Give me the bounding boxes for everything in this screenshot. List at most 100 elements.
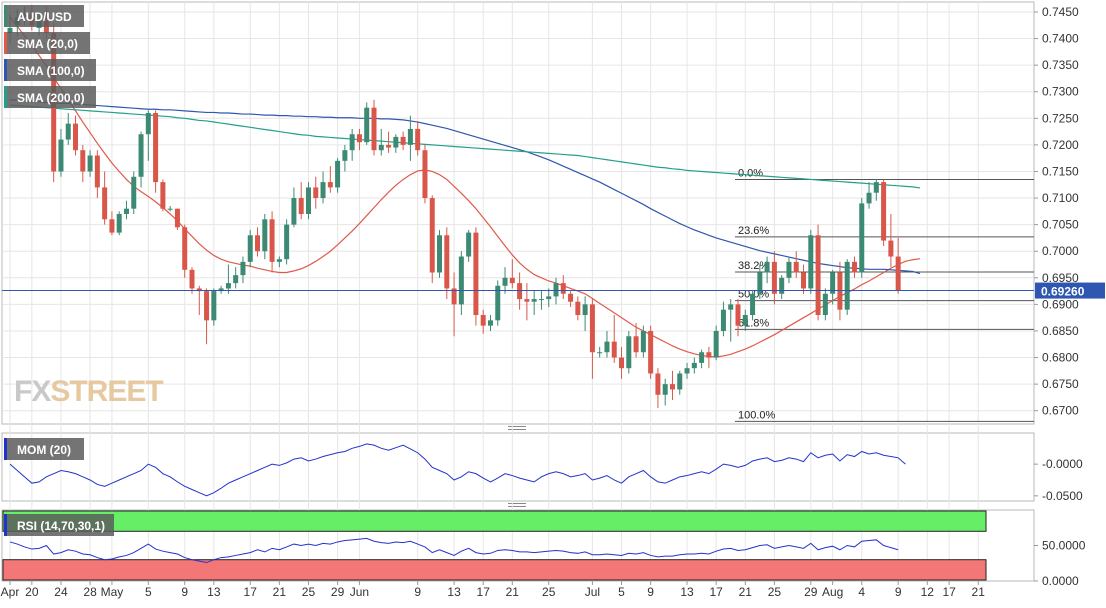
candle-bullish: [720, 301, 726, 337]
candle-bullish: [131, 171, 137, 214]
candle-body: [844, 261, 850, 310]
legend-sma200-label: SMA (200,0): [17, 91, 85, 105]
candle-bearish: [371, 99, 377, 156]
candle-body: [830, 272, 836, 294]
candle-body: [473, 232, 479, 316]
candle-body: [400, 136, 406, 145]
watermark-street: STREET: [50, 375, 163, 408]
candle-bearish: [655, 368, 661, 409]
candle-body: [458, 256, 464, 305]
rsi-panel-resize-handle[interactable]: [508, 503, 526, 507]
candle-bullish: [750, 291, 756, 321]
candle-body: [211, 291, 217, 321]
candle-bullish: [873, 179, 879, 201]
candle-bearish: [473, 227, 479, 326]
candle-body: [342, 150, 348, 161]
mom-panel-resize-handle[interactable]: [508, 426, 526, 430]
legend-mom[interactable]: MOM (20): [4, 438, 84, 460]
candle-bearish: [509, 259, 515, 289]
candle-bullish: [538, 291, 544, 310]
candle-bullish: [65, 112, 71, 145]
candle-bearish: [793, 251, 799, 278]
candle-body: [153, 112, 159, 183]
candle-body: [786, 261, 792, 278]
candle-bullish: [116, 211, 122, 236]
candle-bullish: [393, 134, 399, 153]
date-tick-label: 25: [542, 585, 556, 599]
candle-bullish: [342, 144, 348, 172]
date-tick-label: May: [101, 585, 124, 599]
date-tick-label: 24: [54, 585, 68, 599]
candle-body: [837, 272, 843, 310]
candle-bullish: [284, 219, 290, 265]
candle-bullish: [597, 346, 603, 358]
candle-bearish: [160, 179, 166, 212]
date-tick-label: 13: [207, 585, 221, 599]
candle-bearish: [422, 144, 428, 204]
candle-bullish: [378, 128, 384, 156]
candle-body: [713, 330, 719, 358]
candle-bullish: [684, 362, 690, 379]
price-tick-label: 0.6700: [1042, 404, 1079, 418]
candle-bearish: [480, 309, 486, 334]
candle-bearish: [298, 182, 304, 220]
candle-body: [764, 261, 770, 273]
date-tick-label: 4: [858, 585, 865, 599]
legend-sma100[interactable]: SMA (100,0): [4, 59, 96, 81]
candle-bullish: [757, 264, 763, 300]
candle-body: [444, 235, 450, 289]
candle-bullish: [553, 277, 559, 305]
candle-bullish: [407, 115, 413, 161]
candle-body: [284, 224, 290, 260]
candle-body: [407, 128, 413, 145]
candle-bearish: [182, 224, 188, 278]
candle-body: [437, 235, 443, 273]
candle-body: [327, 182, 333, 188]
legend-sma100-label: SMA (100,0): [17, 64, 85, 78]
candle-body: [873, 182, 879, 193]
candle-body: [255, 235, 261, 252]
candle-body: [415, 128, 421, 151]
candle-bullish: [830, 269, 836, 305]
candle-bullish: [502, 267, 508, 294]
candle-body: [87, 155, 93, 172]
candle-body: [531, 299, 537, 302]
candle-bullish: [604, 330, 610, 358]
candle-body: [597, 352, 603, 354]
candle-bullish: [276, 256, 282, 268]
rsi-overbought-band: [2, 510, 987, 532]
candle-body: [568, 293, 574, 302]
candle-body: [728, 304, 734, 310]
candle-body: [691, 362, 697, 369]
candle-body: [546, 296, 552, 300]
candle-body: [575, 301, 581, 316]
mom-line: [9, 443, 906, 497]
candle-bullish: [58, 128, 64, 177]
candle-body: [116, 214, 122, 233]
candle-body: [619, 357, 625, 369]
candle-bearish: [619, 346, 625, 379]
date-tick-label: 13: [447, 585, 461, 599]
candle-body: [517, 283, 523, 300]
candle-body: [560, 283, 566, 294]
candle-bullish: [699, 349, 705, 369]
date-tick-label: 21: [273, 585, 287, 599]
legend-rsi[interactable]: RSI (14,70,30,1): [4, 514, 114, 536]
legend-audusd[interactable]: AUD/USD: [4, 5, 84, 27]
candle-bullish: [218, 285, 224, 294]
candle-bullish: [364, 102, 370, 145]
candle-bearish: [73, 115, 79, 156]
candle-body: [196, 288, 202, 292]
legend-sma200[interactable]: SMA (200,0): [4, 86, 96, 108]
candle-bearish: [771, 251, 777, 305]
fib-level-label: 0.0%: [738, 167, 763, 179]
candle-body: [851, 261, 857, 273]
legend-sma20[interactable]: SMA (20,0): [4, 32, 90, 54]
candle-bearish: [568, 291, 574, 308]
date-tick-label: 25: [302, 585, 316, 599]
price-tick-label: 0.7150: [1042, 164, 1079, 178]
price-tick-label: 0.6800: [1042, 351, 1079, 365]
price-tick-label: 0.6750: [1042, 377, 1079, 391]
fib-level-label: 23.6%: [738, 225, 769, 237]
candle-body: [859, 203, 865, 273]
